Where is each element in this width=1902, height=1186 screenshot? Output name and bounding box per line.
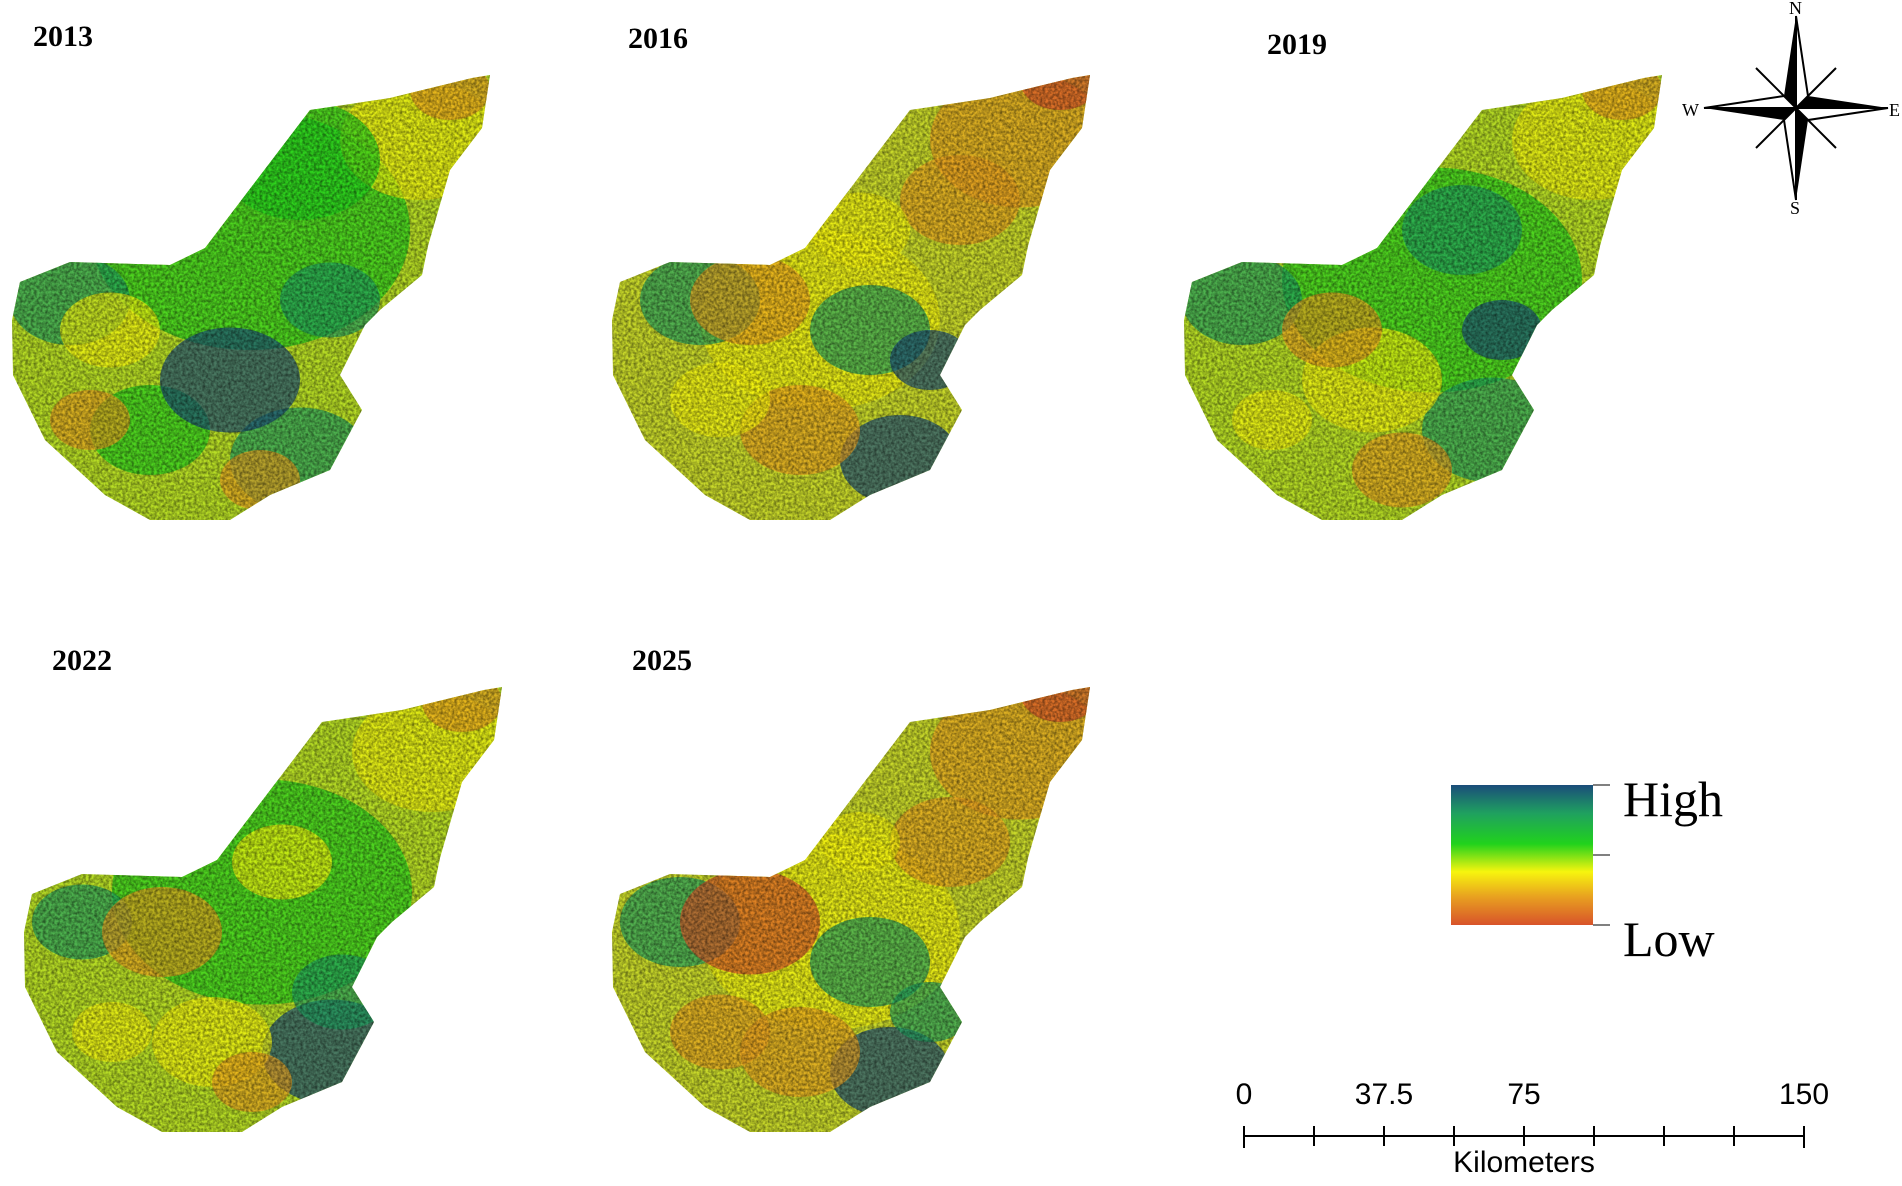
year-label: 2016 xyxy=(628,22,688,55)
scale-unit-label: Kilometers xyxy=(1453,1146,1595,1179)
legend-color-ramp xyxy=(1451,784,1610,926)
year-label: 2019 xyxy=(1267,28,1327,61)
map-panel-2019: 2019 xyxy=(1172,0,1672,540)
compass-star-icon xyxy=(1703,15,1889,201)
year-label: 2022 xyxy=(52,644,112,677)
raster-map xyxy=(12,75,490,520)
map-panel-2016: 2016 xyxy=(600,0,1100,540)
compass-west-label: W xyxy=(1682,100,1699,120)
raster-map xyxy=(1184,75,1662,520)
scale-bar-ruler xyxy=(1243,1126,1805,1148)
compass-rose: N S E W xyxy=(1682,0,1902,218)
compass-east-label: E xyxy=(1889,100,1900,120)
compass-north-label: N xyxy=(1789,0,1802,18)
scale-tick-label: 0 xyxy=(1235,1078,1253,1111)
year-label: 2025 xyxy=(632,644,692,677)
scale-bar: 0 37.5 75 150 Kilometers xyxy=(1220,1060,1829,1186)
map-panel-2025: 2025 xyxy=(600,612,1100,1152)
legend: High Low xyxy=(1440,770,1840,970)
raster-map xyxy=(612,75,1090,520)
year-label: 2013 xyxy=(33,20,93,53)
legend-high-label: High xyxy=(1623,771,1723,827)
map-panel-2013: 2013 xyxy=(0,0,500,540)
raster-map xyxy=(24,687,502,1132)
compass-south-label: S xyxy=(1790,198,1801,218)
legend-low-label: Low xyxy=(1623,911,1715,967)
scale-tick-label: 75 xyxy=(1507,1078,1541,1111)
raster-map xyxy=(612,687,1090,1132)
scale-tick-label: 37.5 xyxy=(1354,1078,1414,1111)
scale-tick-label: 150 xyxy=(1778,1078,1830,1111)
map-panel-2022: 2022 xyxy=(12,612,512,1152)
